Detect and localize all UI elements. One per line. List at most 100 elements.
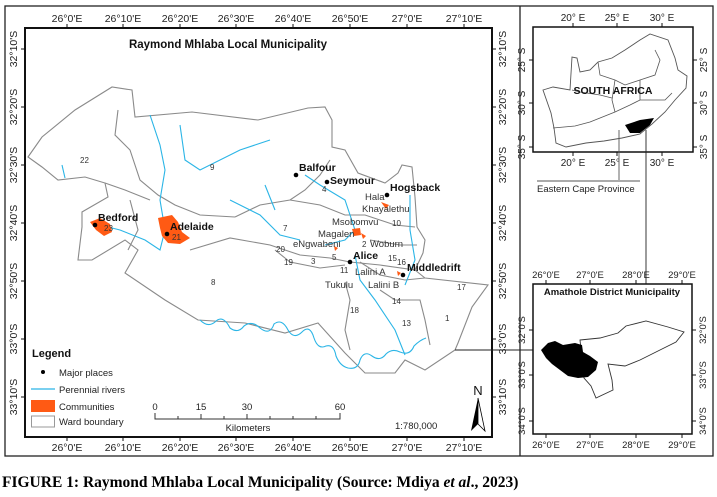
scale-bar: 0 15 30 60 Kilometers (152, 402, 345, 434)
lat-label: 32°0'S (698, 316, 709, 344)
ward-label: 21 (172, 233, 181, 242)
lon-label: 26°0'E (532, 270, 560, 281)
lat-label: 32°50'S (497, 263, 509, 300)
legend: Legend Major places Perennial rivers Com… (31, 348, 125, 428)
lat-label: 32°30'S (8, 147, 20, 184)
ward-label: 18 (350, 306, 359, 315)
lat-label: 34°0'S (698, 407, 709, 435)
lon-label: 27°0'E (392, 442, 423, 454)
north-label: N (473, 383, 482, 398)
lat-label: 32°40'S (497, 205, 509, 242)
lat-label: 33°0'S (8, 324, 20, 355)
ward-label: 23 (104, 224, 113, 233)
lat-label: 34°0'S (517, 407, 528, 435)
place-marker (164, 231, 170, 237)
lat-label: 33°10'S (497, 379, 509, 416)
legend-item: Major places (59, 368, 113, 379)
ward-label: 22 (80, 156, 89, 165)
lat-label: 33°0'S (698, 361, 709, 389)
ward-label: 16 (397, 258, 406, 267)
place-label-bedford: Bedford (98, 212, 138, 224)
lon-label: 26°30'E (218, 442, 255, 454)
lon-label: 25° E (605, 13, 630, 24)
lon-label: 26°50'E (332, 13, 369, 25)
place-label-balfour: Balfour (299, 162, 336, 174)
lon-label: 27°0'E (576, 270, 604, 281)
community-label: Lalini A (355, 267, 386, 278)
perennial-rivers (61, 114, 427, 369)
ward-label: 20 (276, 245, 285, 254)
province-label: Eastern Cape Province (537, 184, 635, 195)
community-label: Msobomvu (332, 217, 378, 228)
raymond-mhlaba-highlight (541, 341, 598, 378)
lon-label: 20° E (561, 158, 586, 169)
place-marker (324, 179, 330, 185)
legend-title: Legend (32, 348, 71, 360)
community-label: Hala (365, 192, 385, 203)
place-label-middledrift: Middledrift (407, 262, 461, 274)
lon-label: 26°40'E (275, 442, 312, 454)
community-symbol-icon (31, 400, 55, 412)
scale-unit: Kilometers (226, 423, 271, 434)
lon-label: 27°0'E (576, 440, 604, 451)
country-label: SOUTH AFRICA (574, 85, 653, 97)
place-marker (347, 259, 353, 265)
scale-ratio: 1:780,000 (395, 421, 437, 432)
lat-label: 32°50'S (8, 263, 20, 300)
place-marker (384, 192, 390, 198)
lon-label: 27°10'E (446, 13, 483, 25)
lat-label: 30° S (699, 90, 710, 115)
legend-item: Communities (59, 402, 115, 413)
scale-tick: 60 (335, 402, 346, 413)
place-marker (92, 222, 98, 228)
figure-caption: FIGURE 1: Raymond Mhlaba Local Municipal… (2, 474, 518, 492)
ward-label: 13 (402, 319, 411, 328)
province-boundaries (552, 49, 673, 129)
lat-label: 25° S (517, 47, 528, 72)
major-places: Balfour Seymour Hogsback Bedford Adelaid… (92, 162, 461, 278)
community-label: Magalen (318, 229, 354, 240)
ward-label: 4 (322, 185, 327, 194)
lon-label: 26°30'E (218, 13, 255, 25)
lon-label: 26°0'E (52, 442, 83, 454)
lon-label: 30° E (650, 13, 675, 24)
scale-tick: 30 (242, 402, 253, 413)
place-marker (293, 172, 299, 178)
lat-label: 33°10'S (8, 379, 20, 416)
north-arrow-icon: N (471, 383, 486, 433)
lat-label: 35° S (699, 134, 710, 159)
figure-frame (4, 5, 714, 457)
ward-label: 10 (392, 219, 401, 228)
lat-label: 32°20'S (8, 89, 20, 126)
major-place-symbol-icon (41, 370, 45, 374)
ward-label: 19 (284, 258, 293, 267)
lon-label: 26°20'E (162, 442, 199, 454)
amathole-highlight (625, 118, 654, 133)
lon-label: 26°20'E (162, 13, 199, 25)
lon-label: 29°0'E (668, 270, 696, 281)
lon-label: 26°0'E (532, 440, 560, 451)
lon-label: 26°10'E (105, 442, 142, 454)
ward-label: 2 (362, 240, 367, 249)
lat-label: 32°0'S (517, 316, 528, 344)
place-label-seymour: Seymour (330, 175, 375, 187)
legend-item: Ward boundary (59, 417, 124, 428)
lon-label: 30° E (650, 158, 675, 169)
ward-label: 14 (392, 297, 401, 306)
caption-text: FIGURE 1: Raymond Mhlaba Local Municipal… (2, 474, 444, 491)
lon-label: 27°10'E (446, 442, 483, 454)
lat-label: 25° S (699, 47, 710, 72)
place-marker (400, 272, 406, 278)
lon-label: 29°0'E (668, 440, 696, 451)
main-map-frame (24, 27, 493, 438)
community-label: Lalini B (368, 280, 399, 291)
lat-label: 35° S (517, 134, 528, 159)
lat-label: 32°20'S (497, 89, 509, 126)
main-map-title: Raymond Mhlaba Local Municipality (129, 39, 328, 51)
caption-suffix: ., 2023) (470, 474, 519, 491)
district-inset-graticule: 26°0'E 26°0'E 27°0'E 27°0'E 28°0'E 28°0'E 29°0… (517, 270, 709, 451)
lat-label: 32°10'S (8, 31, 20, 68)
ward-label: 9 (210, 163, 215, 172)
lat-label: 33°0'S (517, 361, 528, 389)
